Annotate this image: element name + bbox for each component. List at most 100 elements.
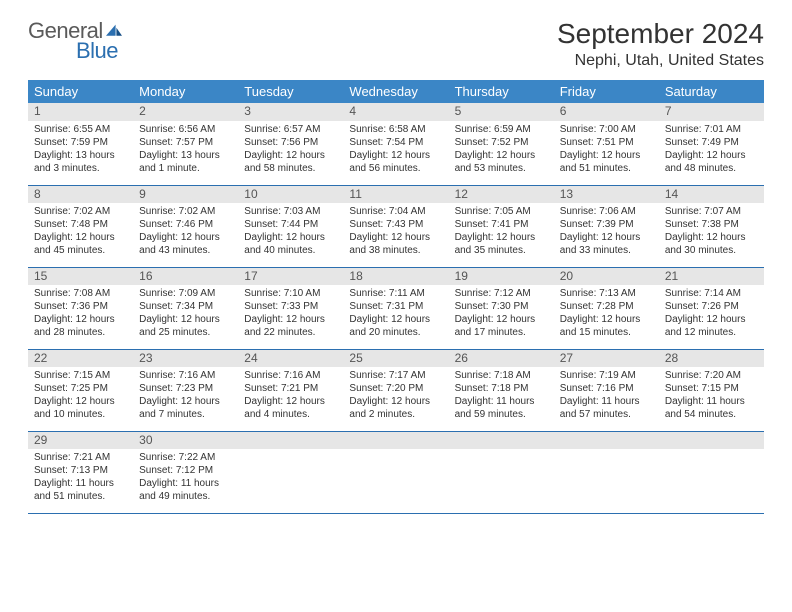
- calendar-day-cell: 21Sunrise: 7:14 AMSunset: 7:26 PMDayligh…: [659, 267, 764, 349]
- sunrise-text: Sunrise: 7:19 AM: [560, 369, 653, 382]
- title-block: September 2024 Nephi, Utah, United State…: [557, 18, 764, 70]
- sunset-text: Sunset: 7:23 PM: [139, 382, 232, 395]
- day-number: 25: [343, 350, 448, 368]
- weekday-header: Sunday: [28, 80, 133, 103]
- calendar-day-cell: 22Sunrise: 7:15 AMSunset: 7:25 PMDayligh…: [28, 349, 133, 431]
- calendar-table: Sunday Monday Tuesday Wednesday Thursday…: [28, 80, 764, 514]
- daylight-text-2: and 4 minutes.: [244, 408, 337, 421]
- calendar-day-cell: 19Sunrise: 7:12 AMSunset: 7:30 PMDayligh…: [449, 267, 554, 349]
- day-number: 1: [28, 103, 133, 121]
- sunrise-text: Sunrise: 6:57 AM: [244, 123, 337, 136]
- sunrise-text: Sunrise: 7:11 AM: [349, 287, 442, 300]
- calendar-day-cell: 17Sunrise: 7:10 AMSunset: 7:33 PMDayligh…: [238, 267, 343, 349]
- day-number: 26: [449, 350, 554, 368]
- day-number: 18: [343, 268, 448, 286]
- sunset-text: Sunset: 7:59 PM: [34, 136, 127, 149]
- daylight-text-2: and 2 minutes.: [349, 408, 442, 421]
- sunrise-text: Sunrise: 7:09 AM: [139, 287, 232, 300]
- sunset-text: Sunset: 7:43 PM: [349, 218, 442, 231]
- month-title: September 2024: [557, 18, 764, 50]
- sunrise-text: Sunrise: 7:02 AM: [139, 205, 232, 218]
- calendar-day-cell: 28Sunrise: 7:20 AMSunset: 7:15 PMDayligh…: [659, 349, 764, 431]
- weekday-header: Friday: [554, 80, 659, 103]
- calendar-day-cell: 7Sunrise: 7:01 AMSunset: 7:49 PMDaylight…: [659, 103, 764, 185]
- daylight-text-2: and 28 minutes.: [34, 326, 127, 339]
- daylight-text-2: and 40 minutes.: [244, 244, 337, 257]
- sunrise-text: Sunrise: 7:07 AM: [665, 205, 758, 218]
- sunrise-text: Sunrise: 7:16 AM: [139, 369, 232, 382]
- daylight-text-2: and 22 minutes.: [244, 326, 337, 339]
- daylight-text-1: Daylight: 12 hours: [665, 313, 758, 326]
- sunset-text: Sunset: 7:12 PM: [139, 464, 232, 477]
- sunrise-text: Sunrise: 7:12 AM: [455, 287, 548, 300]
- calendar-week-row: 15Sunrise: 7:08 AMSunset: 7:36 PMDayligh…: [28, 267, 764, 349]
- calendar-week-row: 8 Sunrise: 7:02 AM Sunset: 7:48 PM Daylight…: [28, 185, 764, 267]
- day-number: 10: [238, 186, 343, 204]
- sunset-text: Sunset: 7:46 PM: [139, 218, 232, 231]
- daylight-text-2: and 35 minutes.: [455, 244, 548, 257]
- weekday-header-row: Sunday Monday Tuesday Wednesday Thursday…: [28, 80, 764, 103]
- sunrise-text: Sunrise: 7:22 AM: [139, 451, 232, 464]
- daylight-text-1: Daylight: 12 hours: [244, 313, 337, 326]
- sunset-text: Sunset: 7:15 PM: [665, 382, 758, 395]
- sunrise-text: Sunrise: 7:01 AM: [665, 123, 758, 136]
- daylight-text-1: Daylight: 11 hours: [34, 477, 127, 490]
- day-number: 19: [449, 268, 554, 286]
- daylight-text-1: Daylight: 12 hours: [455, 313, 548, 326]
- day-number: 4: [343, 103, 448, 121]
- calendar-day-cell: [554, 431, 659, 513]
- sunrise-text: Sunrise: 7:20 AM: [665, 369, 758, 382]
- sunset-text: Sunset: 7:20 PM: [349, 382, 442, 395]
- sunset-text: Sunset: 7:48 PM: [34, 218, 127, 231]
- calendar-day-cell: 30Sunrise: 7:22 AMSunset: 7:12 PMDayligh…: [133, 431, 238, 513]
- sunrise-text: Sunrise: 7:00 AM: [560, 123, 653, 136]
- calendar-day-cell: 1Sunrise: 6:55 AMSunset: 7:59 PMDaylight…: [28, 103, 133, 185]
- header: GeneralBlue September 2024 Nephi, Utah, …: [28, 18, 764, 70]
- daylight-text-2: and 51 minutes.: [560, 162, 653, 175]
- sunset-text: Sunset: 7:16 PM: [560, 382, 653, 395]
- calendar-day-cell: 4Sunrise: 6:58 AMSunset: 7:54 PMDaylight…: [343, 103, 448, 185]
- calendar-day-cell: 25Sunrise: 7:17 AMSunset: 7:20 PMDayligh…: [343, 349, 448, 431]
- calendar-day-cell: 5Sunrise: 6:59 AMSunset: 7:52 PMDaylight…: [449, 103, 554, 185]
- daylight-text-2: and 15 minutes.: [560, 326, 653, 339]
- sunset-text: Sunset: 7:51 PM: [560, 136, 653, 149]
- sunset-text: Sunset: 7:34 PM: [139, 300, 232, 313]
- day-number: 14: [659, 186, 764, 204]
- day-number: 11: [343, 186, 448, 204]
- sunset-text: Sunset: 7:30 PM: [455, 300, 548, 313]
- daylight-text-2: and 48 minutes.: [665, 162, 758, 175]
- day-number: 8: [28, 186, 133, 204]
- daylight-text-1: Daylight: 12 hours: [349, 149, 442, 162]
- calendar-day-cell: 26Sunrise: 7:18 AMSunset: 7:18 PMDayligh…: [449, 349, 554, 431]
- daylight-text-2: and 43 minutes.: [139, 244, 232, 257]
- daylight-text-2: and 54 minutes.: [665, 408, 758, 421]
- daylight-text-1: Daylight: 12 hours: [244, 231, 337, 244]
- daylight-text-1: Daylight: 12 hours: [34, 313, 127, 326]
- day-number: 2: [133, 103, 238, 121]
- calendar-day-cell: 9Sunrise: 7:02 AMSunset: 7:46 PMDaylight…: [133, 185, 238, 267]
- sunrise-text: Sunrise: 7:18 AM: [455, 369, 548, 382]
- daylight-text-1: Daylight: 12 hours: [665, 231, 758, 244]
- daylight-text-2: and 57 minutes.: [560, 408, 653, 421]
- calendar-day-cell: 24Sunrise: 7:16 AMSunset: 7:21 PMDayligh…: [238, 349, 343, 431]
- sunrise-text: Sunrise: 7:13 AM: [560, 287, 653, 300]
- sunset-text: Sunset: 7:54 PM: [349, 136, 442, 149]
- daylight-text-1: Daylight: 11 hours: [560, 395, 653, 408]
- sunrise-text: Sunrise: 7:04 AM: [349, 205, 442, 218]
- calendar-day-cell: [659, 431, 764, 513]
- daylight-text-1: Daylight: 11 hours: [455, 395, 548, 408]
- logo: GeneralBlue: [28, 18, 125, 64]
- calendar-day-cell: 3Sunrise: 6:57 AMSunset: 7:56 PMDaylight…: [238, 103, 343, 185]
- sunset-text: Sunset: 7:21 PM: [244, 382, 337, 395]
- weekday-header: Thursday: [449, 80, 554, 103]
- sunset-text: Sunset: 7:39 PM: [560, 218, 653, 231]
- daylight-text-1: Daylight: 12 hours: [349, 313, 442, 326]
- daylight-text-1: Daylight: 12 hours: [244, 149, 337, 162]
- calendar-week-row: 29Sunrise: 7:21 AMSunset: 7:13 PMDayligh…: [28, 431, 764, 513]
- daylight-text-1: Daylight: 12 hours: [455, 231, 548, 244]
- sunrise-text: Sunrise: 7:10 AM: [244, 287, 337, 300]
- day-number: 27: [554, 350, 659, 368]
- sunrise-text: Sunrise: 7:03 AM: [244, 205, 337, 218]
- daylight-text-1: Daylight: 12 hours: [349, 231, 442, 244]
- daylight-text-1: Daylight: 12 hours: [244, 395, 337, 408]
